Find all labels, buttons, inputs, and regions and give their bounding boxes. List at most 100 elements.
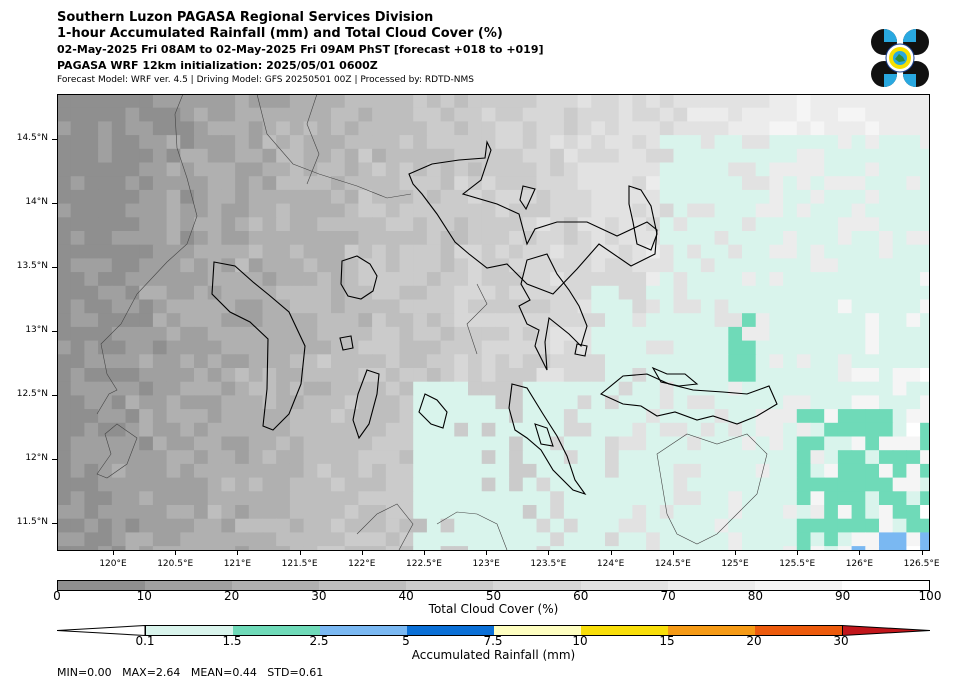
grid-cell: [865, 354, 880, 369]
grid-cell: [207, 162, 222, 177]
grid-cell: [796, 258, 812, 273]
grid-cell: [563, 532, 579, 547]
grid-cell: [125, 313, 140, 328]
grid-cell: [125, 477, 140, 492]
grid-cell: [289, 217, 305, 232]
grid-cell: [892, 532, 907, 547]
grid-cell: [673, 450, 688, 465]
grid-cell: [426, 450, 442, 465]
grid-cell: [166, 94, 181, 109]
grid-cell: [180, 505, 195, 520]
grid-cell: [385, 409, 401, 424]
grid-cell: [84, 258, 99, 273]
grid-cell: [399, 546, 414, 551]
grid-cell: [755, 340, 770, 355]
grid-cell: [906, 135, 921, 150]
grid-cell: [84, 395, 99, 410]
rainfall-color-bin: [755, 626, 842, 635]
grid-cell: [262, 135, 277, 150]
grid-cell: [714, 326, 729, 342]
grid-cell: [509, 532, 524, 547]
grid-cell: [84, 299, 99, 314]
grid-cell: [372, 313, 387, 328]
grid-cell: [481, 518, 496, 533]
grid-cell: [810, 422, 825, 438]
longitude-label: 124.5°E: [654, 559, 691, 569]
grid-cell: [303, 505, 318, 520]
grid-cell: [152, 409, 168, 424]
grid-cell: [714, 436, 729, 451]
grid-cell: [851, 272, 866, 287]
grid-cell: [632, 477, 647, 492]
grid-cell: [111, 94, 127, 109]
grid-cell: [536, 203, 551, 218]
grid-cell: [906, 272, 921, 287]
grid-cell: [358, 477, 373, 492]
grid-cell: [536, 135, 551, 150]
grid-cell: [344, 313, 359, 328]
grid-cell: [837, 244, 853, 259]
grid-cell: [618, 491, 633, 506]
grid-cell: [440, 532, 455, 547]
grid-cell: [755, 354, 770, 369]
grid-cell: [865, 231, 880, 246]
grid-cell: [180, 121, 195, 136]
grid-cell: [180, 148, 195, 164]
cloud-cover-tick-label: 70: [660, 589, 676, 603]
grid-cell: [84, 532, 99, 547]
grid-cell: [262, 381, 277, 396]
grid-cell: [687, 491, 702, 506]
grid-cell: [700, 244, 716, 259]
grid-cell: [563, 326, 579, 342]
grid-cell: [166, 107, 181, 122]
grid-cell: [468, 518, 483, 533]
grid-cell: [317, 313, 332, 328]
grid-cell: [892, 162, 907, 177]
grid-cell: [70, 244, 85, 259]
grid-cell: [495, 354, 510, 369]
grid-cell: [577, 189, 592, 205]
grid-cell: [577, 272, 592, 287]
grid-cell: [426, 409, 442, 424]
grid-cell: [920, 491, 930, 506]
grid-cell: [550, 436, 565, 451]
grid-cell: [358, 217, 373, 232]
grid-cell: [837, 477, 853, 492]
grid-cell: [659, 107, 675, 122]
grid-cell: [317, 518, 332, 533]
grid-cell: [262, 299, 277, 314]
grid-cell: [700, 203, 716, 218]
cloud-cover-tick-label: 50: [485, 589, 502, 603]
grid-cell: [454, 203, 469, 218]
grid-cell: [70, 354, 85, 369]
grid-cell: [892, 340, 907, 355]
grid-cell: [714, 381, 729, 396]
grid-cell: [769, 354, 784, 369]
grid-cell: [920, 107, 930, 122]
latitude-label: 14.5°N: [16, 133, 48, 143]
grid-cell: [70, 135, 85, 150]
grid-cell: [796, 231, 812, 246]
grid-cell: [248, 491, 264, 506]
grid-cell: [399, 203, 414, 218]
grid-cell: [810, 94, 825, 109]
grid-cell: [426, 189, 442, 205]
grid-cell: [221, 299, 236, 314]
grid-cell: [577, 368, 592, 383]
grid-cell: [536, 463, 551, 479]
grid-cell: [563, 463, 579, 479]
grid-cell: [879, 299, 894, 314]
grid-cell: [879, 162, 894, 177]
grid-cell: [454, 148, 469, 164]
rainfall-colorbar-wrapper: [57, 625, 930, 636]
grid-cell: [84, 203, 99, 218]
grid-cell: [207, 148, 222, 164]
cloud-cover-color-bin: [406, 581, 494, 590]
grid-cell: [468, 505, 483, 520]
grid-cell: [111, 189, 127, 205]
grid-cell: [646, 381, 661, 396]
grid-cell: [659, 532, 675, 547]
grid-cell: [111, 244, 127, 259]
grid-cell: [687, 176, 702, 191]
grid-cell: [509, 381, 524, 396]
